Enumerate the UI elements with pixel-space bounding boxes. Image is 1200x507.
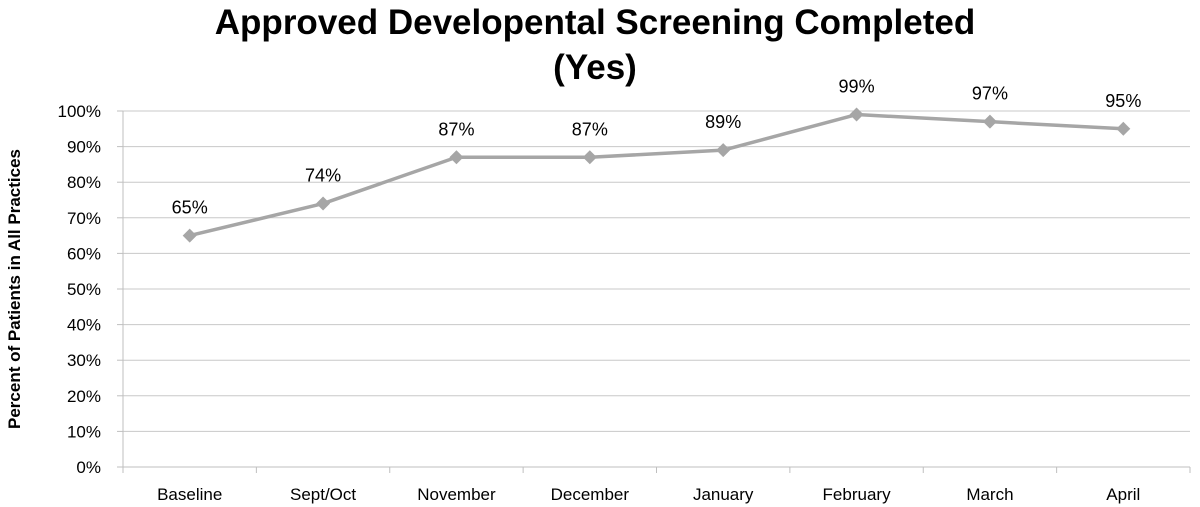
data-point-marker xyxy=(1116,121,1131,136)
x-tick-label: April xyxy=(1106,485,1140,504)
data-point-marker xyxy=(582,150,597,165)
y-tick-label: 60% xyxy=(67,244,101,263)
y-tick-label: 70% xyxy=(67,209,101,228)
y-tick-label: 80% xyxy=(67,173,101,192)
x-tick-labels: Baseline Sept/Oct November December January F… xyxy=(157,485,1140,504)
chart-title: Approved Developental Screening Complete… xyxy=(0,0,1190,90)
y-tick-label: 50% xyxy=(67,280,101,299)
chart-title-line1: Approved Developental Screening Complete… xyxy=(214,3,976,42)
data-point-marker xyxy=(182,228,197,243)
data-label: 95% xyxy=(1105,91,1141,111)
data-point-marker xyxy=(716,143,731,158)
series-line-group xyxy=(189,112,1124,238)
gridlines xyxy=(123,110,1190,432)
x-tick-label: December xyxy=(551,485,630,504)
data-label: 97% xyxy=(972,84,1008,104)
x-tick-label: Sept/Oct xyxy=(290,485,356,504)
y-tick-label: 100% xyxy=(58,102,101,121)
x-tick-label: November xyxy=(417,485,496,504)
y-tick-label: 20% xyxy=(67,387,101,406)
series-line xyxy=(189,112,1124,238)
data-label: 87% xyxy=(572,119,608,139)
x-tick-label: February xyxy=(823,485,892,504)
y-axis-title: Percent of Patients in All Practices xyxy=(5,149,24,429)
y-tick-label: 0% xyxy=(76,458,101,477)
x-tick-label: Baseline xyxy=(157,485,222,504)
y-tick-label: 30% xyxy=(67,351,101,370)
y-tick-label: 90% xyxy=(67,138,101,157)
data-labels: 65% 74% 87% 87% 89% 99% 97% 95% xyxy=(172,77,1142,218)
chart-title-line2: (Yes) xyxy=(553,48,637,87)
data-point-marker xyxy=(449,150,464,165)
y-tick-label: 40% xyxy=(67,316,101,335)
data-label: 89% xyxy=(705,112,741,132)
data-label: 99% xyxy=(839,77,875,97)
data-label: 74% xyxy=(305,166,341,186)
y-tick-label: 10% xyxy=(67,422,101,441)
data-label: 65% xyxy=(172,198,208,218)
data-point-marker xyxy=(849,107,864,122)
axes xyxy=(117,110,1191,473)
x-tick-label: March xyxy=(966,485,1013,504)
x-tick-label: January xyxy=(693,485,754,504)
data-label: 87% xyxy=(438,119,474,139)
data-markers xyxy=(182,107,1131,243)
data-point-marker xyxy=(982,114,997,129)
y-tick-labels: 0% 10% 20% 30% 40% 50% 60% 70% 80% 90% 100% xyxy=(58,102,101,477)
data-point-marker xyxy=(316,196,331,211)
